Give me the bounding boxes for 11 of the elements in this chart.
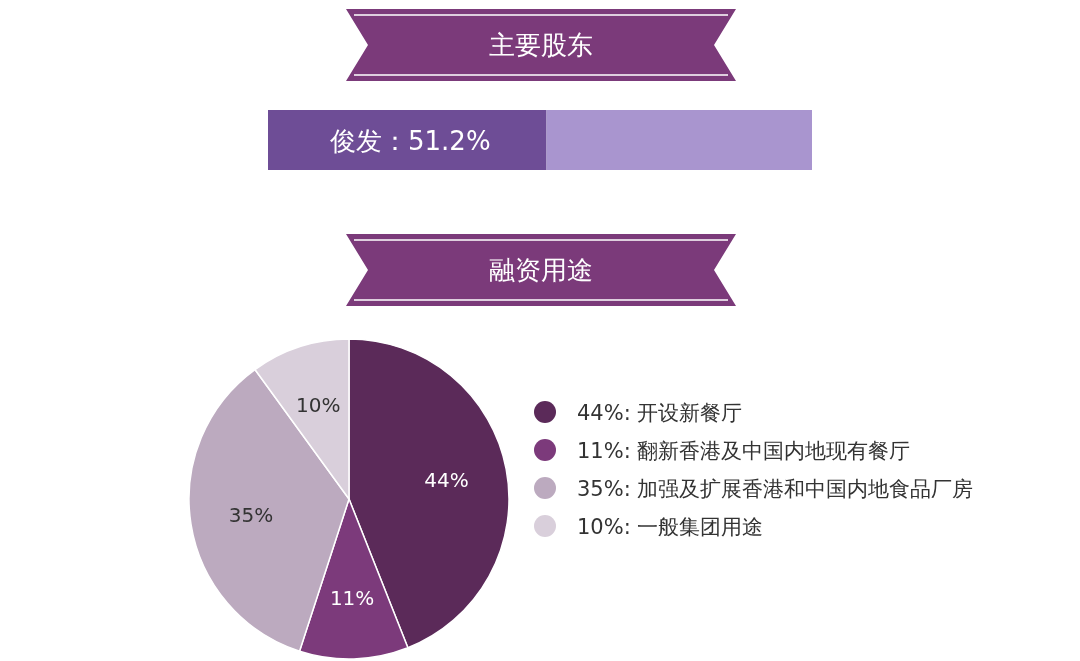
- data-label: 35%: [228, 502, 274, 527]
- legend-label: 44%: 开设新餐厅: [577, 401, 743, 425]
- chart-title: 主要股东: [489, 30, 593, 60]
- data-label: 10%: [296, 392, 341, 417]
- data-label: 俊发：51.2%: [329, 126, 491, 156]
- legend-label: 35%: 加强及扩展香港和中国内地食品厂房: [577, 477, 974, 501]
- legend-label: 11%: 翻新香港及中国内地现有餐厅: [577, 439, 911, 463]
- data-label: 11%: [329, 586, 375, 611]
- chart-title: 融资用途: [489, 255, 593, 285]
- legend-label: 10%: 一般集团用途: [577, 515, 764, 539]
- data-label: 44%: [424, 468, 469, 493]
